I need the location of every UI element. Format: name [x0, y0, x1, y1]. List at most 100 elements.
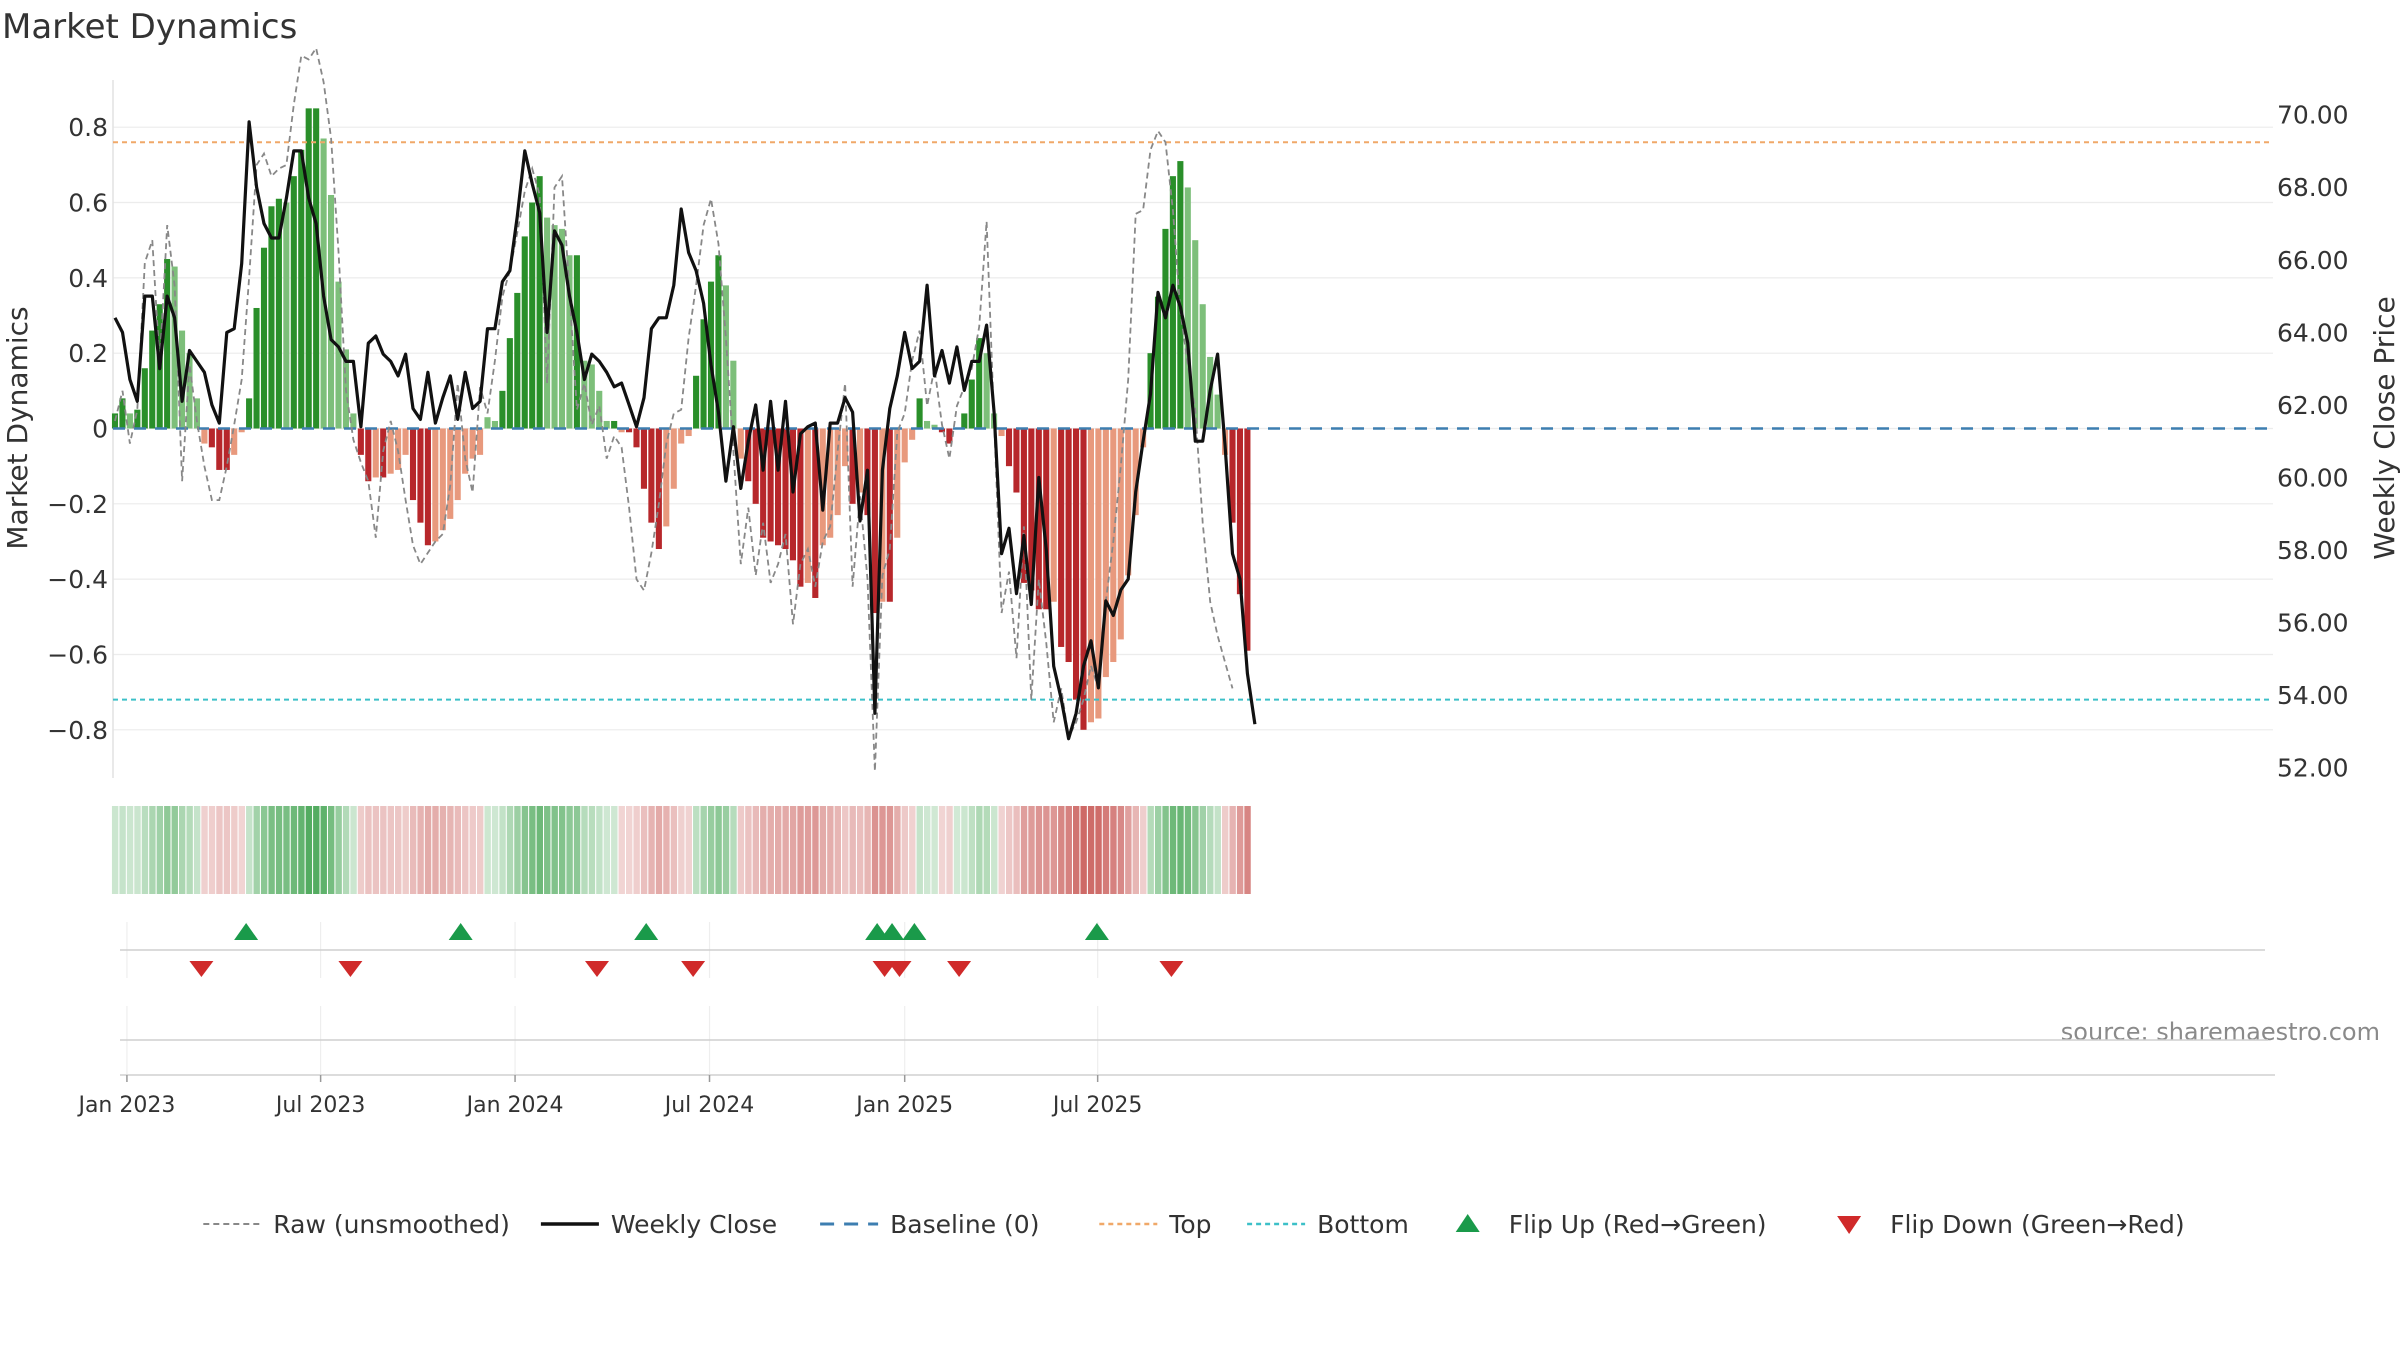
- dynamics-bar: [737, 428, 744, 459]
- heat-cell: [506, 806, 514, 894]
- flip-up-marker: [902, 923, 927, 940]
- heat-cell: [208, 806, 216, 894]
- heat-cell: [864, 806, 871, 894]
- heat-cell: [1080, 806, 1087, 894]
- series-lines: [113, 45, 1257, 772]
- legend-item-up: Flip Up (Red→Green): [1455, 1210, 1767, 1239]
- left-tick-label: 0.2: [68, 339, 108, 368]
- heat-cell: [313, 806, 320, 894]
- heat-cell: [737, 806, 745, 894]
- dynamics-bar: [856, 428, 864, 493]
- heat-cell: [298, 806, 305, 894]
- dynamics-bar: [946, 428, 953, 444]
- dynamics-bar: [1162, 228, 1169, 429]
- dynamics-bar: [409, 428, 417, 501]
- heat-cell: [149, 806, 156, 894]
- heat-cell: [916, 806, 923, 894]
- heat-cell: [417, 806, 424, 894]
- source-note: source: sharemaestro.com: [2061, 1018, 2380, 1046]
- dynamics-bar: [499, 390, 506, 429]
- heat-cell: [305, 806, 313, 894]
- heat-cell: [730, 806, 737, 894]
- heat-cell: [350, 806, 357, 894]
- dynamics-bar: [1154, 296, 1162, 429]
- heat-cell: [499, 806, 506, 894]
- heat-cell: [663, 806, 670, 894]
- dynamics-bar: [566, 255, 573, 429]
- heat-cell: [901, 806, 909, 894]
- heat-cell: [1199, 806, 1207, 894]
- heat-cell: [1005, 806, 1013, 894]
- heat-cell: [268, 806, 275, 894]
- heat-cell: [1244, 806, 1251, 894]
- dynamics-bar: [372, 428, 379, 478]
- left-tick-label: 0.8: [68, 113, 108, 142]
- legend-item-baseline: Baseline (0): [820, 1210, 1039, 1239]
- heat-cell: [477, 806, 484, 894]
- dynamics-bar: [678, 428, 685, 444]
- heat-cell: [447, 806, 454, 894]
- heat-cell: [819, 806, 827, 894]
- heat-cell: [484, 806, 491, 894]
- heat-cell: [454, 806, 462, 894]
- weekly-close-line: [113, 120, 1257, 741]
- dynamics-bar: [477, 428, 484, 455]
- dynamics-bar: [186, 353, 193, 429]
- legend-label: Top: [1168, 1210, 1211, 1239]
- heat-cell: [439, 806, 447, 894]
- heat-cell: [1207, 806, 1214, 894]
- heat-cell: [491, 806, 499, 894]
- heat-cell: [164, 806, 171, 894]
- heat-cell: [253, 806, 260, 894]
- flip-down-marker: [338, 961, 363, 977]
- heat-cell: [640, 806, 648, 894]
- heat-cell: [514, 806, 521, 894]
- dynamics-bar: [141, 368, 148, 429]
- dynamics-bar: [849, 428, 856, 504]
- heat-cell: [1132, 806, 1139, 894]
- heat-cell: [156, 806, 164, 894]
- legend-label: Weekly Close: [611, 1210, 777, 1239]
- heat-cell: [1058, 806, 1065, 894]
- heat-cell: [141, 806, 149, 894]
- dynamics-bar: [439, 428, 446, 531]
- dynamics-bar: [1132, 428, 1139, 516]
- legend-label: Bottom: [1317, 1210, 1409, 1239]
- dynamics-bar: [1020, 428, 1027, 583]
- heat-cell: [1147, 806, 1154, 894]
- dynamics-bar: [521, 236, 528, 429]
- heat-cell: [171, 806, 178, 894]
- dynamics-bar: [648, 428, 655, 523]
- heat-cell: [909, 806, 916, 894]
- dynamics-bar: [670, 428, 677, 489]
- heat-cell: [991, 806, 998, 894]
- dynamics-bar: [491, 420, 498, 429]
- dynamics-bar: [1080, 428, 1087, 730]
- heat-cell: [693, 806, 700, 894]
- heat-cell: [968, 806, 976, 894]
- heat-cell: [1184, 806, 1192, 894]
- right-tick-label: 52.00: [2277, 754, 2349, 783]
- dynamics-bar: [640, 428, 647, 489]
- legend: Raw (unsmoothed) Weekly Close Baseline (0)…: [203, 1210, 2185, 1239]
- dynamics-bar: [231, 428, 238, 455]
- heat-cell: [648, 806, 655, 894]
- heat-cell: [529, 806, 536, 894]
- dynamics-bar: [193, 398, 200, 429]
- heat-cell: [842, 806, 849, 894]
- right-tick-label: 68.00: [2277, 173, 2349, 202]
- right-tick-label: 56.00: [2277, 609, 2349, 638]
- heat-cell: [983, 806, 990, 894]
- dynamics-bar: [752, 428, 759, 504]
- heat-strip: [111, 806, 1251, 894]
- left-tick-label: −0.2: [47, 490, 108, 519]
- heat-cell: [722, 806, 730, 894]
- dynamics-bar: [894, 428, 901, 538]
- flip-markers-panel: [120, 923, 2268, 1041]
- legend-up-icon: [1455, 1214, 1480, 1232]
- flip-up-marker: [880, 923, 905, 940]
- dynamics-bar: [1199, 304, 1206, 429]
- heat-cell: [372, 806, 380, 894]
- heat-cell: [1050, 806, 1058, 894]
